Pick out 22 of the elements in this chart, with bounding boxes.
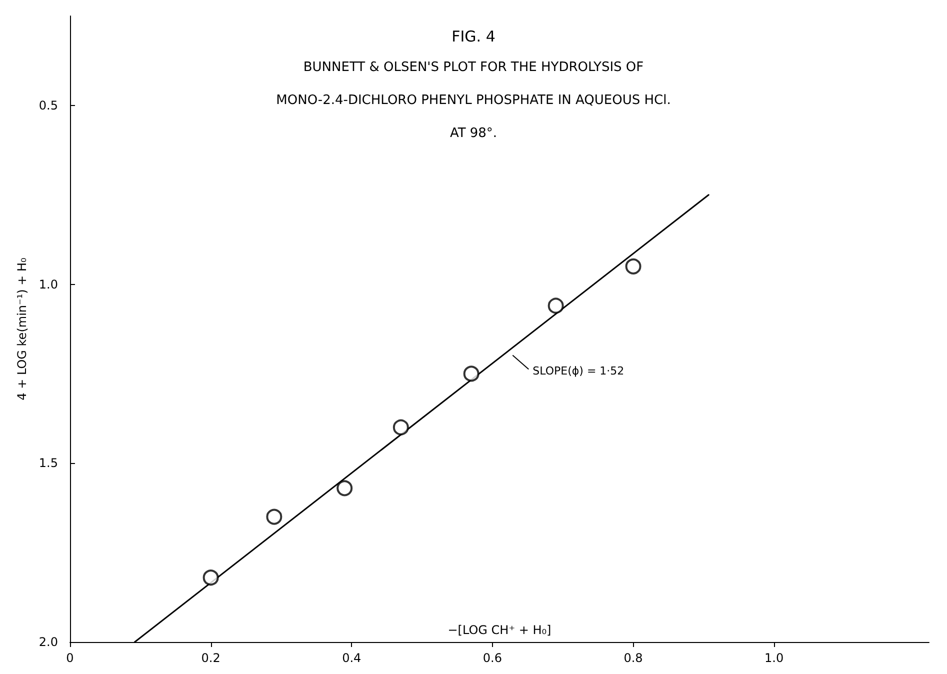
y-tick-label: 1.5 [38, 456, 58, 470]
x-tick-label: 0.6 [482, 651, 502, 665]
x-tick-label: 0.2 [201, 651, 220, 665]
x-tick-label: 1.0 [764, 651, 784, 665]
y-tick-label: 2.0 [38, 635, 58, 649]
text: FIG. 4 [452, 28, 496, 46]
point [202, 570, 219, 586]
x-axis-title: −[LOG CH⁺ + H₀] [448, 623, 552, 637]
point [336, 480, 353, 496]
x-tick-label: 0.8 [624, 651, 643, 665]
x-tick-label: 0 [66, 651, 74, 665]
point [463, 366, 480, 382]
annotation: SLOPE(ϕ) = 1·52 [532, 364, 624, 378]
point [266, 508, 282, 525]
point [392, 419, 409, 436]
y-tick-label: 1.0 [38, 277, 58, 292]
y-axis-title: 4 + LOG ke(min⁻¹) + H₀ [15, 257, 29, 400]
text: BUNNETT & OLSEN'S PLOT FOR THE HYDROLYSIS OF MONO-2.4-DICHLORO PHENYL PHOSPHATE IN AQUEOUS HCl. AT 98°. [276, 60, 671, 141]
x-tick-label: 0.4 [342, 651, 362, 665]
point [625, 258, 642, 274]
y-tick-label: 0.5 [38, 98, 58, 112]
point [548, 298, 564, 314]
